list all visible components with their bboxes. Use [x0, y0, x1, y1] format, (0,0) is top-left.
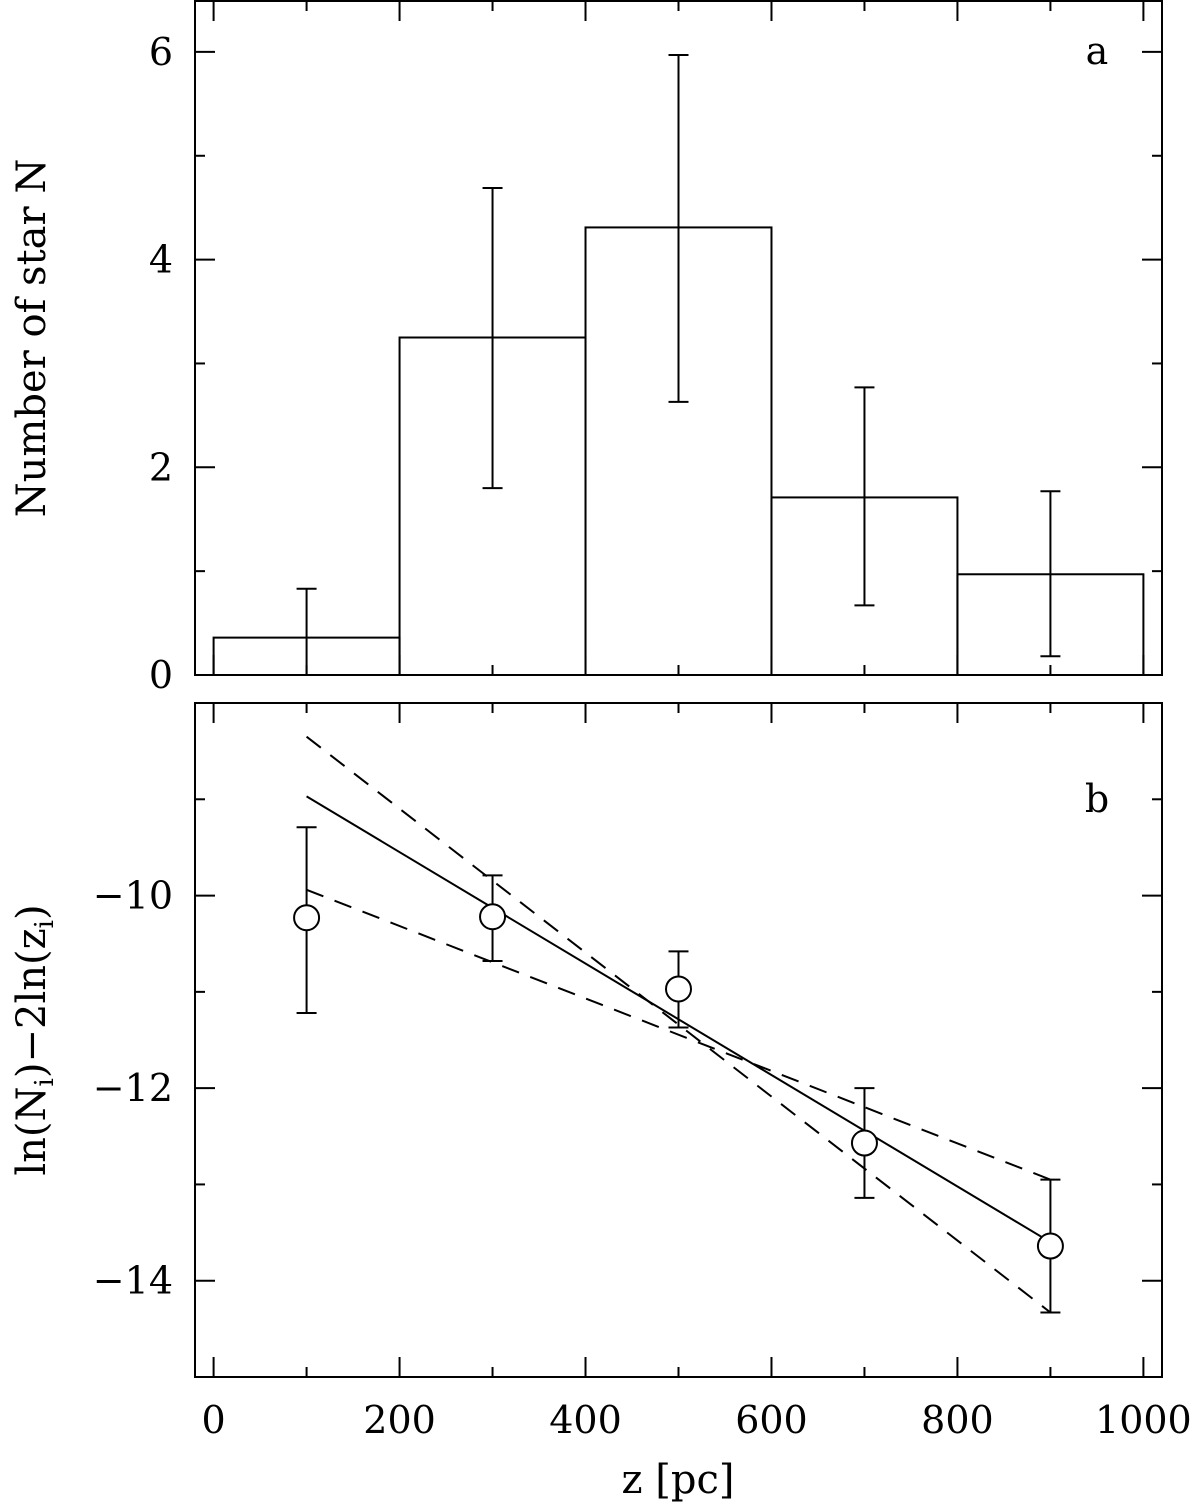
- x-tick-label: 0: [202, 1398, 226, 1442]
- scatter-points: [293, 903, 1064, 1260]
- dashed-bound-line: [306, 888, 1051, 1181]
- histogram-error-bars: [296, 54, 1061, 675]
- y-tick-label: −14: [93, 1259, 173, 1303]
- x-tick-labels: 0 200 400 600 800 1000: [202, 1398, 1192, 1442]
- y-title-part-ln: ln(N: [9, 1086, 55, 1175]
- panel-a-ticks: [195, 1, 1162, 676]
- panel-b-y-tick-labels: −14 −12 −10: [93, 874, 173, 1303]
- y-title-part-end: ): [9, 904, 55, 920]
- histogram-panel: 0 2 4 6 a Number of star N: [9, 0, 1163, 697]
- x-tick-label: 1000: [1095, 1398, 1192, 1442]
- y-tick-label: −12: [93, 1066, 173, 1110]
- y-tick-label: 2: [149, 445, 173, 489]
- y-tick-label: 0: [149, 653, 173, 697]
- dashed-bound-line: [305, 735, 1052, 1314]
- y-title-sub-1: i: [30, 1078, 60, 1086]
- x-axis-title: z [pc]: [621, 1457, 734, 1503]
- data-point: [479, 903, 507, 931]
- panel-b-frame: [194, 702, 1163, 1378]
- data-point: [1036, 1232, 1064, 1260]
- data-point: [293, 904, 321, 932]
- panel-b-letter: b: [1085, 777, 1109, 821]
- x-tick-label: 200: [363, 1398, 436, 1442]
- panel-b-y-axis-title: ln(Ni)−2ln(zi): [9, 904, 60, 1175]
- scatter-error-bars: [296, 826, 1061, 1314]
- data-point: [665, 975, 692, 1003]
- panel-b-ticks: [195, 702, 1162, 1378]
- x-tick-label: 800: [921, 1398, 994, 1442]
- panel-a-y-tick-labels: 0 2 4 6: [149, 30, 173, 697]
- y-tick-label: −10: [93, 874, 173, 918]
- y-title-sub-2: i: [30, 920, 60, 928]
- y-title-part-mid: )−2ln(z: [9, 928, 55, 1078]
- x-tick-label: 600: [735, 1398, 808, 1442]
- y-tick-label: 6: [149, 30, 173, 74]
- panel-a-letter: a: [1086, 29, 1109, 73]
- panel-a-y-axis-title: Number of star N: [9, 159, 55, 518]
- y-tick-label: 4: [149, 238, 173, 282]
- scatter-panel: −14 −12 −10 0 200 400 600 800 1000 b z [pc] ln(…: [9, 702, 1192, 1503]
- x-tick-label: 400: [549, 1398, 622, 1442]
- data-point: [850, 1129, 878, 1157]
